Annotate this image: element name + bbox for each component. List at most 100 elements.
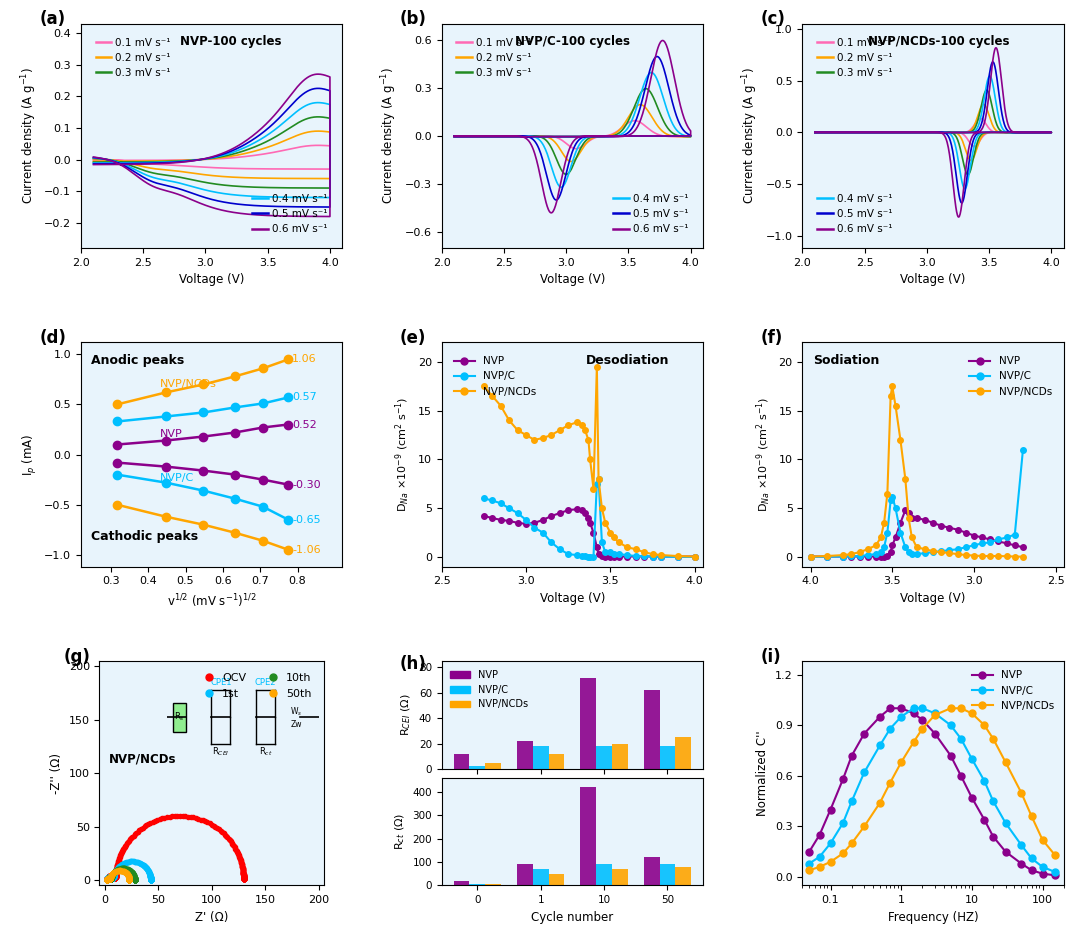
- NVP: [813, 830, 826, 841]
- Text: Desodiation: Desodiation: [585, 353, 669, 366]
- NVP/NCDs: [883, 777, 896, 788]
- NVP/NCDs: [977, 720, 990, 731]
- NVP/NCDs: [916, 723, 929, 734]
- NVP: [955, 770, 968, 781]
- Text: NVP/NCDs: NVP/NCDs: [160, 379, 216, 389]
- Text: NVP/C: NVP/C: [160, 474, 193, 484]
- Bar: [454, 881, 470, 885]
- OCV: [103, 871, 116, 883]
- Bar: [470, 884, 485, 885]
- NVP/NCDs: [944, 703, 957, 714]
- NVP: [874, 711, 887, 723]
- Text: (h): (h): [400, 654, 427, 672]
- NVP/NCDs: [1036, 834, 1049, 846]
- Legend: NVP, NVP/C, NVP/NCDs: NVP, NVP/C, NVP/NCDs: [968, 667, 1058, 715]
- NVP/C: [894, 711, 907, 723]
- NVP/NCDs: [1025, 811, 1038, 822]
- Text: NVP/C-100 cycles: NVP/C-100 cycles: [515, 35, 630, 48]
- 1st: [100, 874, 113, 885]
- NVP/C: [846, 795, 859, 807]
- NVP: [837, 774, 850, 785]
- NVP/C: [955, 733, 968, 744]
- NVP/C: [874, 740, 887, 751]
- 50th: [100, 874, 113, 885]
- 50th: [100, 874, 113, 885]
- Bar: [596, 865, 612, 885]
- OCV: [174, 811, 187, 822]
- Bar: [612, 743, 627, 769]
- Y-axis label: I$_p$ (mA): I$_p$ (mA): [21, 434, 39, 475]
- Bar: [660, 746, 675, 769]
- Legend: NVP, NVP/C, NVP/NCDs: NVP, NVP/C, NVP/NCDs: [966, 352, 1056, 401]
- OCV: [109, 872, 122, 884]
- NVP/NCDs: [1015, 787, 1028, 798]
- Text: NVP/NCDs-100 cycles: NVP/NCDs-100 cycles: [867, 35, 1010, 48]
- OCV: [238, 874, 251, 885]
- NVP: [1025, 865, 1038, 876]
- Legend: OCV, 1st, 10th, 50th: OCV, 1st, 10th, 50th: [200, 669, 316, 704]
- Bar: [454, 754, 470, 769]
- Bar: [532, 869, 549, 885]
- NVP/NCDs: [813, 861, 826, 872]
- NVP: [916, 714, 929, 725]
- NVP/NCDs: [874, 797, 887, 809]
- Text: (c): (c): [760, 10, 785, 28]
- Text: (b): (b): [400, 10, 427, 28]
- 1st: [107, 872, 120, 884]
- Line: NVP/NCDs: NVP/NCDs: [806, 705, 1058, 874]
- NVP/C: [944, 720, 957, 731]
- Bar: [644, 857, 660, 885]
- Text: Anodic peaks: Anodic peaks: [92, 353, 185, 366]
- 10th: [105, 871, 118, 883]
- 1st: [106, 872, 119, 884]
- NVP/C: [883, 723, 896, 734]
- X-axis label: Voltage (V): Voltage (V): [901, 274, 966, 286]
- NVP/C: [987, 795, 1000, 807]
- 1st: [125, 856, 138, 867]
- 1st: [107, 872, 120, 884]
- NVP: [977, 814, 990, 826]
- NVP/C: [1049, 867, 1062, 878]
- Text: NVP-100 cycles: NVP-100 cycles: [180, 35, 282, 48]
- 10th: [105, 872, 118, 884]
- 10th: [100, 874, 113, 885]
- 1st: [145, 874, 158, 885]
- NVP: [824, 804, 837, 815]
- NVP: [1049, 869, 1062, 881]
- NVP/NCDs: [858, 821, 870, 832]
- Text: (g): (g): [64, 648, 91, 666]
- Bar: [580, 677, 596, 769]
- 50th: [104, 871, 117, 883]
- NVP/NCDs: [929, 709, 942, 721]
- Bar: [675, 867, 691, 885]
- NVP/C: [977, 776, 990, 787]
- 10th: [105, 873, 118, 884]
- Bar: [580, 787, 596, 885]
- X-axis label: Z' (Ω): Z' (Ω): [195, 911, 228, 923]
- NVP/NCDs: [894, 757, 907, 768]
- NVP/C: [813, 851, 826, 863]
- Line: 50th: 50th: [105, 868, 132, 883]
- NVP/C: [802, 858, 815, 869]
- 10th: [117, 863, 130, 874]
- NVP: [907, 707, 920, 719]
- Y-axis label: Current density (A g$^{-1}$): Current density (A g$^{-1}$): [19, 67, 39, 205]
- 1st: [100, 874, 113, 885]
- NVP/NCDs: [802, 865, 815, 876]
- NVP/NCDs: [999, 757, 1012, 768]
- Y-axis label: R$_{ct}$ (Ω): R$_{ct}$ (Ω): [393, 813, 407, 850]
- X-axis label: v$^{1/2}$ (mV s$^{-1}$)$^{1/2}$: v$^{1/2}$ (mV s$^{-1}$)$^{1/2}$: [167, 592, 256, 610]
- Legend: 0.4 mV s⁻¹, 0.5 mV s⁻¹, 0.6 mV s⁻¹: 0.4 mV s⁻¹, 0.5 mV s⁻¹, 0.6 mV s⁻¹: [813, 189, 896, 239]
- NVP/C: [1015, 839, 1028, 850]
- X-axis label: Frequency (HZ): Frequency (HZ): [888, 911, 978, 923]
- 50th: [104, 873, 117, 884]
- NVP/C: [999, 817, 1012, 829]
- OCV: [100, 874, 113, 885]
- Text: (f): (f): [760, 329, 783, 347]
- 10th: [100, 874, 113, 885]
- NVP/NCDs: [987, 733, 1000, 744]
- Y-axis label: Current density (A g$^{-1}$): Current density (A g$^{-1}$): [380, 67, 400, 205]
- NVP/C: [929, 707, 942, 719]
- OCV: [100, 874, 113, 885]
- Bar: [549, 754, 565, 769]
